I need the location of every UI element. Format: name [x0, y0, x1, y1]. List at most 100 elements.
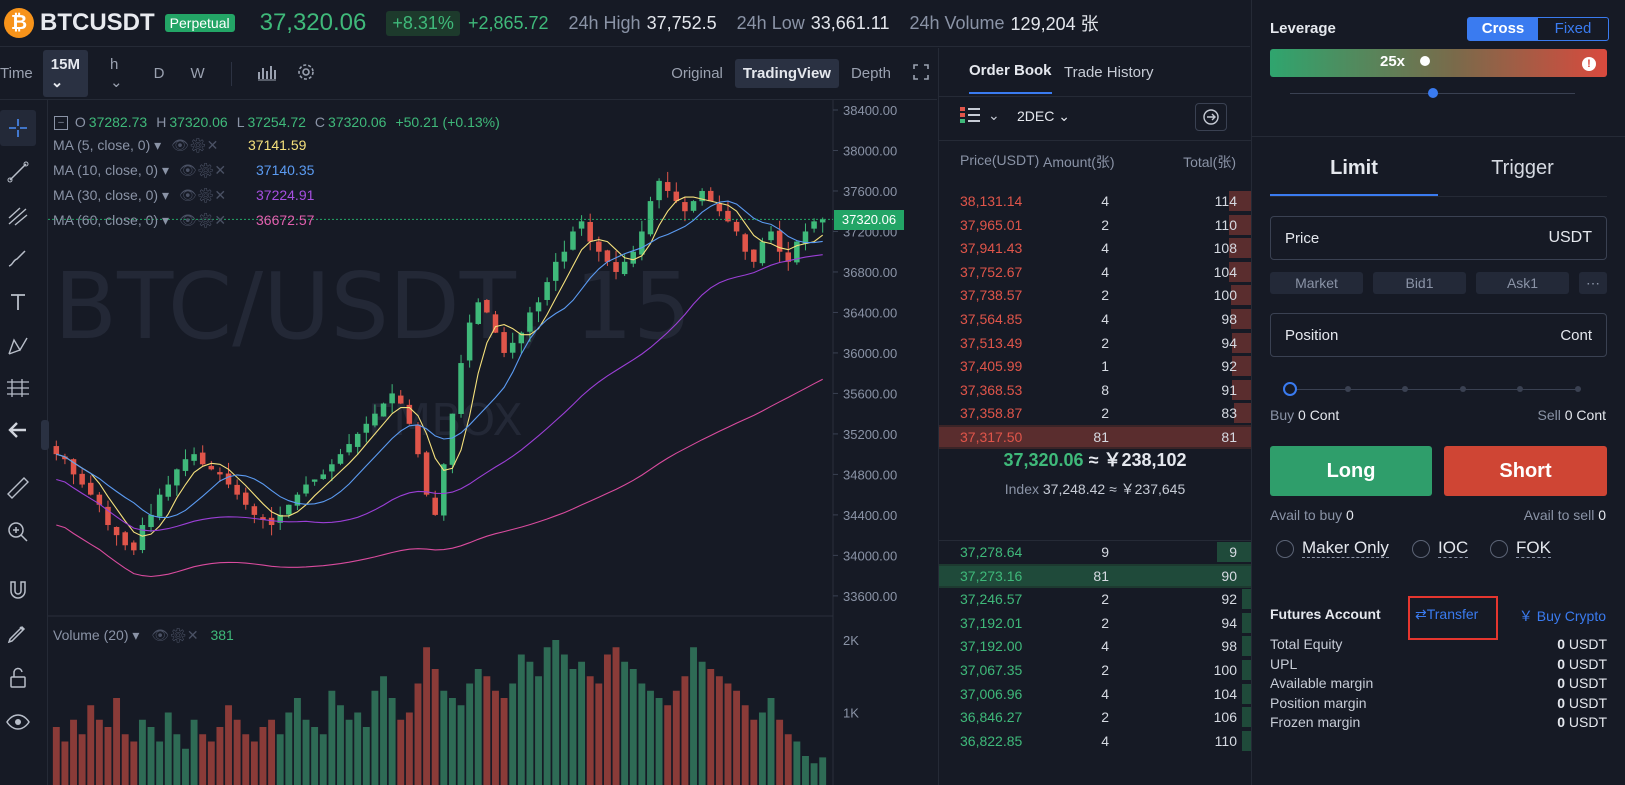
bid-row[interactable]: 37,192.01 2 94	[939, 611, 1251, 635]
ioc-option[interactable]: IOC	[1412, 538, 1469, 558]
collapse-legend-icon[interactable]: –	[54, 116, 68, 131]
leverage-slider-track[interactable]	[1270, 49, 1607, 77]
ruler-icon[interactable]	[0, 470, 36, 506]
ask1-price-button[interactable]: Ask1	[1476, 272, 1569, 294]
indicators-icon[interactable]	[249, 57, 285, 91]
settings-gear-icon[interactable]	[289, 57, 323, 91]
bid-row[interactable]: 37,006.96 4 104	[939, 682, 1251, 706]
chevron-down-icon[interactable]: ▾	[154, 137, 162, 153]
ask-row[interactable]: 37,513.49 2 94	[939, 331, 1251, 355]
position-step-dot[interactable]	[1574, 386, 1581, 392]
bid1-price-button[interactable]: Bid1	[1373, 272, 1466, 294]
volume-indicator-label[interactable]: Volume (20)	[53, 627, 129, 643]
volume-bar	[612, 647, 620, 785]
back-arrow-icon[interactable]	[0, 412, 36, 448]
bid-row[interactable]: 36,846.27 2 106	[939, 705, 1251, 729]
ma-controls-icons[interactable]: 👁⚙✕	[178, 187, 227, 203]
bid-row[interactable]: 37,246.57 2 92	[939, 587, 1251, 611]
tab-order-book[interactable]: Order Book	[969, 48, 1052, 94]
position-step-dot[interactable]	[1517, 386, 1523, 392]
leverage-fine-handle[interactable]	[1428, 88, 1438, 98]
ask-row[interactable]: 37,564.85 4 98	[939, 307, 1251, 331]
short-button[interactable]: Short	[1444, 446, 1607, 496]
bid-row[interactable]: 37,273.16 81 90	[939, 563, 1251, 588]
fullscreen-icon[interactable]	[905, 58, 937, 90]
original-view-button[interactable]: Original	[671, 65, 723, 82]
ma5-label[interactable]: MA (5, close, 0)	[53, 137, 151, 153]
bid-row[interactable]: 37,067.35 2 100	[939, 658, 1251, 682]
position-input[interactable]: Position Cont	[1270, 313, 1607, 357]
brush-icon[interactable]	[0, 240, 36, 276]
market-price-button[interactable]: Market	[1270, 272, 1363, 294]
leverage-slider-handle[interactable]	[1420, 56, 1431, 66]
magnet-icon[interactable]	[0, 572, 36, 608]
position-step-dot[interactable]	[1459, 386, 1466, 392]
position-slider-track[interactable]	[1290, 389, 1580, 390]
tab-limit[interactable]: Limit	[1270, 140, 1438, 196]
bid-row[interactable]: 37,278.64 9 9	[939, 540, 1251, 564]
unlock-icon[interactable]	[0, 660, 36, 696]
price-chart[interactable]: BTC/USDT, 15 FMBOX 38400.00 38000.00 37600…	[48, 100, 937, 785]
ask-row[interactable]: 37,317.50 81 81	[939, 425, 1251, 449]
bid-row[interactable]: 36,822.85 4 110	[939, 729, 1251, 753]
transfer-link[interactable]: ⇄Transfer	[1415, 606, 1478, 623]
chart-canvas[interactable]: BTC/USDT, 15 FMBOX 38400.0038000.0037600…	[48, 100, 937, 785]
ask-row[interactable]: 37,405.99 1 92	[939, 354, 1251, 378]
chevron-down-icon[interactable]: ▾	[161, 187, 169, 203]
ask-row[interactable]: 37,965.01 2 110	[939, 213, 1251, 237]
chevron-down-icon[interactable]: ▾	[132, 627, 140, 643]
ask-row[interactable]: 37,368.53 8 91	[939, 378, 1251, 402]
ask-row[interactable]: 37,752.67 4 104	[939, 260, 1251, 284]
visibility-eye-icon[interactable]	[0, 704, 36, 740]
ask-row[interactable]: 37,738.57 2 100	[939, 283, 1251, 307]
decimal-selector[interactable]: 2DEC ⌄	[1017, 108, 1070, 125]
expand-book-icon[interactable]	[1195, 103, 1227, 131]
buy-crypto-link[interactable]: ￥ Buy Crypto	[1518, 608, 1606, 624]
long-button[interactable]: Long	[1270, 446, 1432, 496]
week-interval-button[interactable]: W	[190, 65, 205, 82]
position-step-dot[interactable]	[1344, 386, 1351, 392]
volume-bar	[603, 654, 611, 785]
collapse-toolbar-handle[interactable]	[41, 420, 49, 450]
ma60-label[interactable]: MA (60, close, 0)	[53, 212, 159, 228]
ask-row[interactable]: 37,941.43 4 108	[939, 236, 1251, 260]
ask-row[interactable]: 37,358.87 2 83	[939, 401, 1251, 425]
bid-row[interactable]: 37,192.00 4 98	[939, 634, 1251, 658]
pattern-icon[interactable]	[0, 328, 36, 364]
fib-tools-icon[interactable]	[0, 198, 36, 234]
volume-controls-icons[interactable]: 👁⚙✕	[151, 627, 199, 643]
ma30-label[interactable]: MA (30, close, 0)	[53, 187, 159, 203]
price-input[interactable]: Price USDT	[1270, 216, 1607, 260]
zoom-in-icon[interactable]	[0, 514, 36, 550]
chevron-down-icon[interactable]: ▾	[161, 212, 169, 228]
book-view-selector[interactable]: ⌄	[960, 106, 1000, 124]
more-options-icon[interactable]: ⋯	[1579, 272, 1607, 294]
chevron-down-icon[interactable]: ▾	[161, 162, 169, 178]
prediction-tools-icon[interactable]	[0, 370, 36, 406]
fok-option[interactable]: FOK	[1490, 538, 1551, 558]
draw-lock-icon[interactable]	[0, 616, 36, 652]
crosshair-icon[interactable]	[0, 110, 36, 146]
position-step-dot[interactable]	[1402, 386, 1408, 392]
interval-selector[interactable]: 15M ⌄	[42, 50, 88, 97]
trend-line-icon[interactable]	[0, 154, 36, 190]
position-slider-handle[interactable]	[1283, 382, 1297, 396]
ma-controls-icons[interactable]: 👁⚙✕	[171, 137, 219, 153]
text-tool-icon[interactable]	[0, 284, 36, 320]
depth-view-button[interactable]: Depth	[850, 65, 891, 82]
ask-row[interactable]: 38,131.14 4 114	[939, 189, 1251, 213]
bid-price: 37,067.35	[960, 662, 1023, 678]
tab-trade-history[interactable]: Trade History	[1064, 63, 1154, 81]
volume-bar	[405, 712, 413, 785]
day-interval-button[interactable]: D	[153, 65, 165, 82]
ma-controls-icons[interactable]: 👁⚙✕	[178, 212, 227, 228]
cross-mode-button[interactable]: Cross	[1468, 18, 1538, 40]
symbol-title[interactable]: BTCUSDT	[40, 9, 155, 36]
tab-trigger[interactable]: Trigger	[1491, 157, 1554, 179]
fixed-mode-button[interactable]: Fixed	[1554, 20, 1592, 37]
hour-selector[interactable]: h ⌄	[102, 50, 132, 97]
tradingview-button[interactable]: TradingView	[734, 59, 839, 88]
ma-controls-icons[interactable]: 👁⚙✕	[178, 162, 227, 178]
ma10-label[interactable]: MA (10, close, 0)	[53, 162, 159, 178]
maker-only-option[interactable]: Maker Only	[1276, 538, 1389, 558]
